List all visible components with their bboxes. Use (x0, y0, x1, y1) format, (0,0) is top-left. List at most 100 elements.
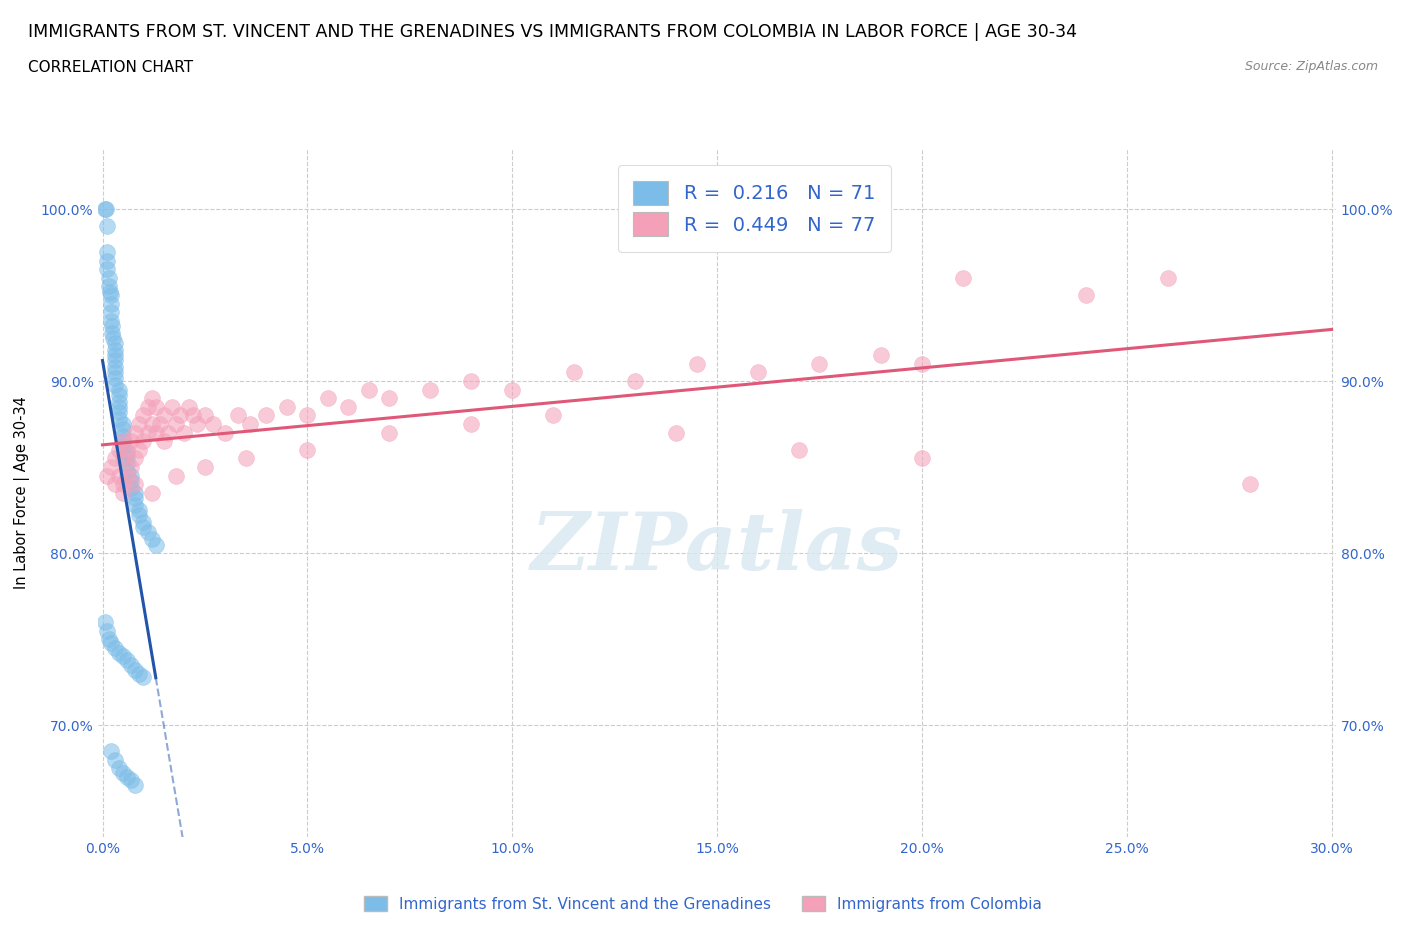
Point (136, 400, 159, 415)
Point (97, 271, 120, 286)
Point (337, 400, 360, 415)
Point (111, 417, 134, 432)
Point (104, 365, 127, 380)
Point (254, 408, 277, 423)
Point (501, 382, 523, 397)
Point (787, 443, 810, 458)
Point (145, 537, 167, 551)
Point (128, 508, 150, 523)
Point (97, 631, 120, 646)
Point (316, 391, 339, 405)
Point (120, 469, 142, 484)
Point (111, 422, 134, 437)
Legend: R =  0.216   N = 71, R =  0.449   N = 77: R = 0.216 N = 71, R = 0.449 N = 77 (617, 166, 890, 252)
Point (169, 408, 191, 423)
Point (111, 451, 134, 466)
Point (96, 469, 118, 484)
Point (870, 348, 893, 363)
Point (100, 297, 122, 312)
Point (235, 451, 257, 466)
Point (104, 477, 127, 492)
Point (94, 202, 117, 217)
Point (911, 451, 934, 466)
Point (93, 615, 115, 630)
Point (108, 411, 131, 426)
Point (378, 425, 401, 440)
Point (194, 459, 217, 474)
Point (111, 439, 134, 454)
Point (226, 408, 249, 423)
Point (104, 377, 127, 392)
Point (132, 520, 155, 535)
Point (115, 451, 138, 466)
Point (297, 443, 319, 458)
Point (124, 451, 146, 466)
Point (124, 777, 146, 792)
Point (111, 485, 134, 500)
Point (141, 417, 163, 432)
Point (1074, 287, 1097, 302)
Point (96, 245, 118, 259)
Point (124, 663, 146, 678)
Point (952, 271, 974, 286)
Point (120, 434, 142, 449)
Point (136, 525, 159, 540)
Point (104, 752, 127, 767)
Point (665, 425, 688, 440)
Point (111, 429, 134, 444)
Point (128, 443, 150, 458)
Point (120, 773, 142, 788)
Point (911, 356, 934, 371)
Point (419, 382, 441, 397)
Point (124, 491, 146, 506)
Point (276, 400, 298, 415)
Point (153, 434, 176, 449)
Point (120, 658, 142, 672)
Point (747, 365, 769, 380)
Point (124, 498, 146, 512)
Point (132, 670, 155, 684)
Point (104, 360, 127, 375)
Point (100, 326, 122, 340)
Point (100, 313, 122, 328)
Point (132, 408, 155, 423)
Point (100, 319, 122, 334)
Point (120, 480, 142, 495)
Point (108, 394, 131, 409)
Point (378, 391, 401, 405)
Point (111, 434, 134, 449)
Point (104, 370, 127, 385)
Text: ZIPatlas: ZIPatlas (531, 510, 903, 587)
Point (132, 434, 155, 449)
Point (115, 457, 138, 472)
Point (186, 417, 208, 432)
Text: Source: ZipAtlas.com: Source: ZipAtlas.com (1244, 60, 1378, 73)
Point (111, 766, 134, 781)
Point (96, 219, 118, 233)
Point (104, 640, 127, 655)
Point (124, 425, 146, 440)
Point (145, 425, 167, 440)
Point (100, 287, 122, 302)
Point (149, 417, 172, 432)
Point (104, 451, 127, 466)
Point (297, 408, 319, 423)
Point (96, 253, 118, 268)
Point (181, 408, 204, 423)
Point (128, 503, 150, 518)
Point (128, 417, 150, 432)
Point (145, 400, 167, 415)
Point (173, 425, 195, 440)
Point (120, 459, 142, 474)
Point (115, 463, 138, 478)
Point (160, 400, 183, 415)
Point (111, 434, 134, 449)
Point (111, 477, 134, 492)
Point (97, 279, 120, 294)
Point (104, 342, 127, 357)
Point (115, 445, 138, 460)
Point (460, 417, 482, 432)
Point (104, 336, 127, 351)
Point (115, 469, 138, 484)
Point (808, 356, 831, 371)
